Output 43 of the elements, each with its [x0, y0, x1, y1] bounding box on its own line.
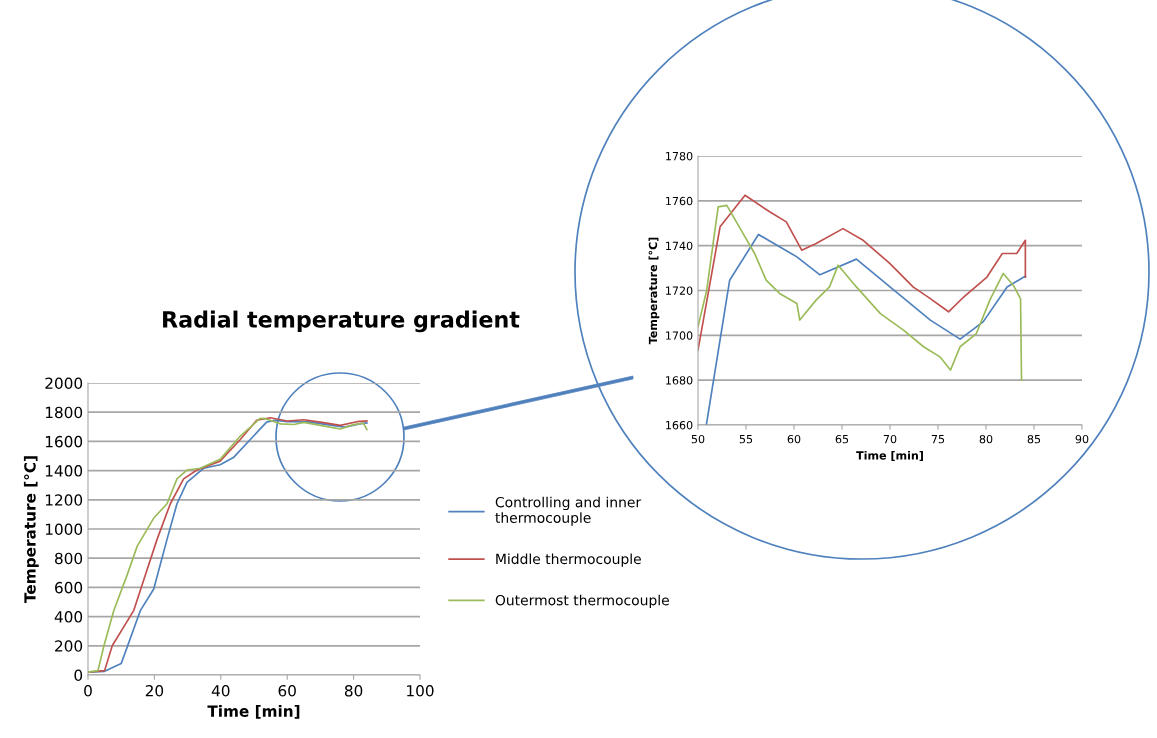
- x-tick-label: 65: [835, 434, 849, 444]
- y-tick-label: 400: [54, 611, 83, 623]
- x-tick-label: 0: [84, 684, 92, 697]
- y-tick-label: 2000: [45, 377, 83, 390]
- y-tick-label: 1800: [45, 406, 83, 419]
- y-tick-label: 1740: [666, 241, 693, 251]
- x-tick-label: 70: [883, 434, 897, 444]
- x-tick-label: 60: [787, 434, 801, 444]
- x-tick-label: 75: [931, 435, 945, 444]
- x-tick-label: 80: [979, 434, 993, 444]
- y-tick-label: 600: [55, 581, 83, 594]
- x-tick-label: 55: [739, 435, 753, 444]
- x-tick-label: 50: [691, 434, 705, 444]
- y-tick-label: 1680: [666, 376, 693, 385]
- line-series: [705, 233, 1027, 425]
- legend-label: Outermost thermocouple: [495, 594, 669, 609]
- y-tick-label: 800: [55, 552, 83, 565]
- x-tick-label: 90: [1075, 434, 1089, 444]
- y-tick-label: 1660: [666, 420, 693, 430]
- x-tick-label: 40: [211, 684, 230, 697]
- y-tick-label: 1780: [666, 151, 693, 161]
- y-tick-label: 1200: [45, 494, 83, 506]
- y-axis-title: Temperature [°C]: [23, 456, 39, 603]
- line-series: [698, 204, 1023, 382]
- x-tick-label: 20: [145, 684, 164, 697]
- y-tick-label: 1000: [45, 523, 83, 536]
- x-axis-title: Time [min]: [207, 705, 300, 719]
- y-tick-label: 1600: [45, 435, 83, 448]
- x-tick-label: 100: [407, 684, 434, 697]
- y-tick-label: 1720: [666, 286, 693, 295]
- legend-label: Middle thermocouple: [496, 553, 641, 567]
- y-tick-label: 1760: [666, 196, 693, 206]
- chart-title: Radial temperature gradient: [163, 310, 520, 333]
- x-axis-title: Time [min]: [856, 451, 923, 461]
- x-tick-label: 60: [278, 684, 296, 697]
- y-tick-label: 200: [55, 640, 83, 652]
- y-tick-label: 1700: [666, 331, 693, 340]
- y-tick-label: 0: [74, 669, 83, 682]
- y-tick-label: 1400: [45, 465, 83, 477]
- x-tick-label: 85: [1027, 434, 1041, 444]
- y-axis-title: Temperature [°C]: [648, 237, 660, 345]
- legend-label: Controlling and inner thermocouple: [495, 496, 642, 526]
- x-tick-label: 80: [344, 684, 363, 697]
